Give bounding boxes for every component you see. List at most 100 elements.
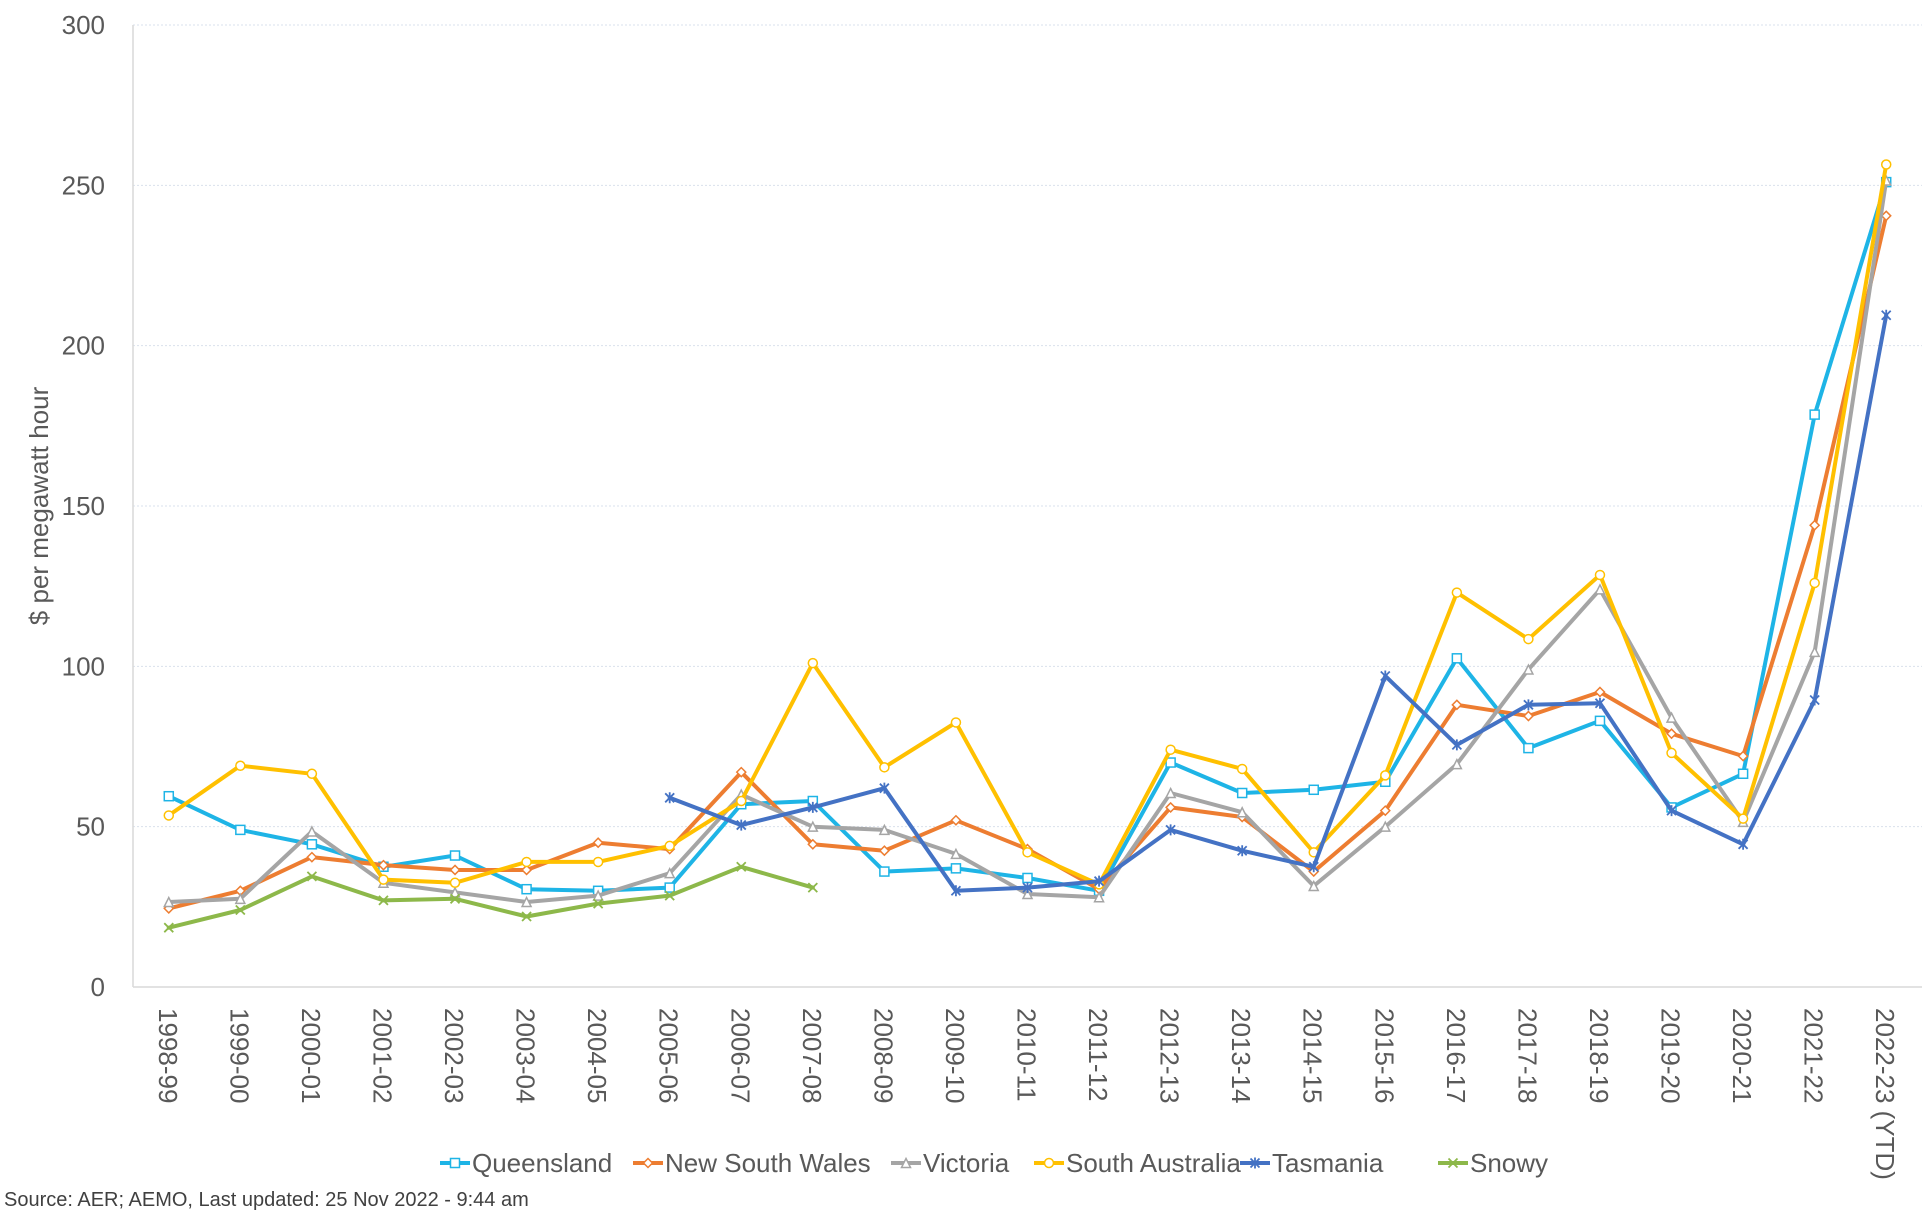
series-new-south-wales (163, 210, 1892, 914)
x-tick-label: 2006-07 (725, 1008, 755, 1103)
data-point-tasmania (1093, 875, 1105, 887)
data-point-queensland (1236, 787, 1248, 799)
legend-marker (900, 1156, 912, 1169)
data-point-queensland (950, 863, 962, 874)
legend-marker (642, 1157, 654, 1169)
data-point-victoria (163, 895, 175, 908)
x-axis-ticks: 1998-99 1999-00 2000-01 2001-02 2002-03 2003-… (153, 1008, 1900, 1180)
y-tick-label: 100 (62, 651, 105, 681)
data-point-south-australia (1523, 633, 1534, 645)
data-point-victoria (950, 847, 962, 860)
data-point-south-australia (306, 768, 318, 780)
data-point-victoria (663, 866, 676, 879)
axes (132, 25, 1922, 988)
legend-label: South Australia (1066, 1148, 1241, 1178)
data-point-tasmania (1022, 882, 1033, 894)
data-point-queensland (1809, 409, 1820, 420)
x-tick-label: 2007-08 (797, 1008, 827, 1103)
data-point-south-australia (1809, 577, 1820, 589)
legend-item-victoria: Victoria (891, 1148, 1010, 1178)
data-point-new-south-wales (1451, 699, 1463, 711)
data-point-victoria (520, 895, 533, 908)
series-line-tasmania (667, 313, 1889, 893)
data-point-tasmania (1594, 697, 1606, 709)
source-note: Source: AER; AEMO, Last updated: 25 Nov … (4, 1189, 529, 1211)
y-tick-label: 150 (62, 491, 105, 521)
data-point-victoria (234, 892, 247, 905)
data-point-queensland (1165, 757, 1176, 768)
y-tick-label: 50 (76, 812, 105, 842)
data-point-south-australia (235, 760, 246, 771)
data-point-south-australia (807, 657, 819, 669)
data-point-south-australia (449, 877, 461, 889)
data-point-tasmania (1809, 694, 1820, 706)
data-point-new-south-wales (521, 864, 533, 876)
data-point-queensland (664, 882, 675, 893)
x-tick-label: 2000-01 (296, 1008, 326, 1103)
data-point-tasmania (950, 885, 962, 897)
data-point-tasmania (1737, 838, 1749, 850)
data-point-tasmania (736, 819, 747, 831)
data-point-victoria (1021, 887, 1034, 900)
data-point-queensland (1451, 653, 1463, 664)
data-point-south-australia (1737, 813, 1749, 824)
data-point-queensland (1523, 742, 1534, 754)
legend-marker (1043, 1157, 1055, 1169)
series-line-south-australia (166, 162, 1889, 887)
legend-marker (1249, 1157, 1261, 1169)
data-point-snowy (449, 893, 461, 904)
data-point-tasmania (1380, 670, 1391, 682)
data-point-queensland (521, 883, 532, 895)
data-point-new-south-wales (807, 838, 819, 850)
data-point-queensland (235, 824, 246, 836)
x-tick-label: 2005-06 (654, 1008, 684, 1103)
x-tick-label: 2021-22 (1799, 1008, 1829, 1103)
series-line-new-south-wales (166, 213, 1889, 911)
data-point-snowy (664, 890, 675, 901)
legend-marker (1447, 1157, 1459, 1169)
data-point-tasmania (1881, 309, 1892, 321)
data-point-tasmania (664, 792, 675, 804)
x-tick-label: 2012-13 (1155, 1008, 1185, 1103)
data-point-queensland (1022, 872, 1033, 884)
data-point-tasmania (1451, 739, 1462, 751)
data-point-victoria (1594, 583, 1606, 595)
data-point-queensland (1308, 784, 1319, 796)
data-point-new-south-wales (449, 864, 461, 876)
data-point-snowy (807, 882, 818, 893)
data-point-queensland (1737, 768, 1749, 780)
data-point-south-australia (664, 840, 675, 852)
x-tick-label: 1999-00 (224, 1008, 254, 1103)
data-point-new-south-wales (735, 766, 747, 778)
legend-item-snowy: Snowy (1438, 1148, 1548, 1178)
y-tick-label: 0 (91, 972, 105, 1002)
series-line-snowy (166, 864, 815, 930)
data-point-south-australia (592, 856, 604, 868)
x-tick-label: 2017-18 (1512, 1008, 1542, 1103)
data-point-victoria (1308, 879, 1320, 892)
legend-marker (449, 1157, 461, 1169)
x-tick-label: 2014-15 (1298, 1008, 1328, 1103)
data-point-victoria (1236, 806, 1248, 818)
y-axis-title: $ per megawatt hour (24, 386, 54, 625)
data-point-south-australia (378, 874, 389, 885)
series-tasmania (664, 309, 1892, 897)
x-tick-label: 2003-04 (511, 1008, 541, 1103)
x-tick-label: 2016-17 (1441, 1008, 1471, 1103)
legend-label: Snowy (1470, 1148, 1548, 1178)
series-snowy (163, 861, 818, 933)
legend-item-south-australia: South Australia (1034, 1148, 1241, 1178)
data-point-tasmania (1666, 805, 1677, 817)
data-point-tasmania (1237, 845, 1248, 857)
data-point-south-australia (879, 762, 890, 773)
data-point-new-south-wales (592, 837, 604, 849)
x-tick-label: 2022-23 (YTD) (1870, 1008, 1900, 1180)
data-point-victoria (1665, 711, 1678, 723)
data-point-snowy (521, 911, 532, 922)
data-point-new-south-wales (1737, 750, 1749, 762)
data-point-victoria (807, 820, 819, 832)
data-point-south-australia (1880, 159, 1892, 170)
data-point-new-south-wales (377, 859, 390, 871)
data-point-victoria (1522, 663, 1535, 675)
x-tick-label: 2008-09 (868, 1008, 898, 1103)
